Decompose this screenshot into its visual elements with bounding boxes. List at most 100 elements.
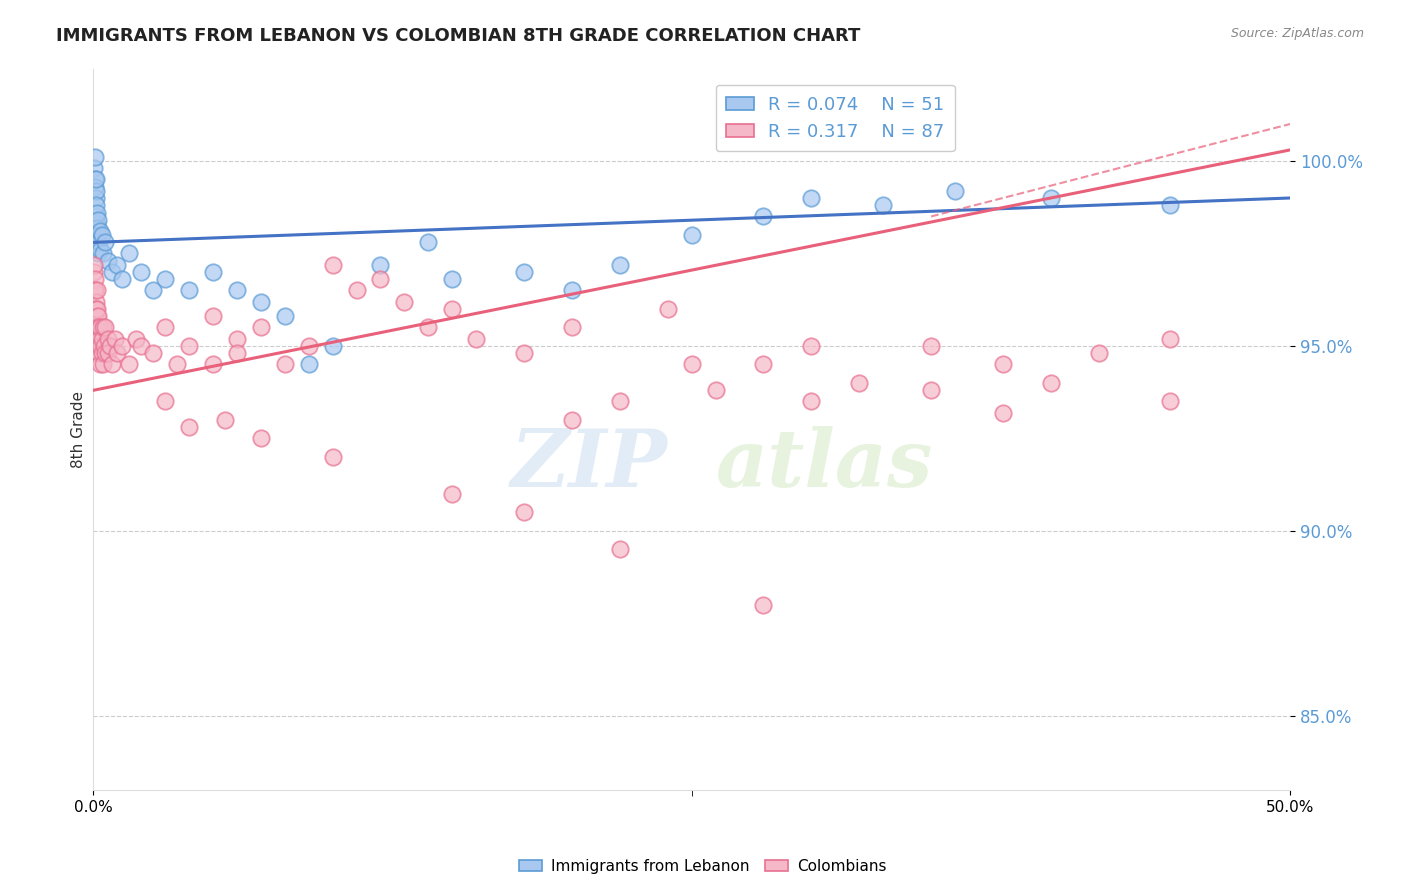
Point <box>225 284 247 298</box>
Point <box>87 310 110 324</box>
Point <box>86 310 108 324</box>
Point <box>83 301 105 316</box>
Point <box>142 346 165 360</box>
Point <box>418 235 440 250</box>
Point <box>920 384 942 398</box>
Point <box>201 310 224 324</box>
Text: ZIP: ZIP <box>510 426 668 504</box>
Point <box>87 227 110 242</box>
Point <box>84 180 107 194</box>
Point <box>441 487 464 501</box>
Point <box>370 272 392 286</box>
Point <box>83 172 105 186</box>
Point <box>90 227 112 242</box>
Point <box>800 191 823 205</box>
Point <box>177 420 200 434</box>
Point <box>83 272 105 286</box>
Point <box>513 346 536 360</box>
Point <box>118 358 141 372</box>
Point <box>89 243 111 257</box>
Point <box>83 161 105 176</box>
Point <box>153 394 176 409</box>
Point <box>86 220 108 235</box>
Point <box>561 320 583 334</box>
Point <box>89 332 111 346</box>
Point <box>86 320 108 334</box>
Point <box>87 213 110 227</box>
Point <box>93 339 115 353</box>
Point <box>91 246 114 260</box>
Point <box>249 432 271 446</box>
Point <box>943 184 966 198</box>
Point <box>991 405 1014 419</box>
Point <box>704 384 727 398</box>
Point <box>1039 191 1062 205</box>
Point <box>1159 332 1181 346</box>
Point <box>441 272 464 286</box>
Point <box>142 284 165 298</box>
Point <box>1087 346 1109 360</box>
Point <box>177 339 200 353</box>
Point <box>89 224 111 238</box>
Point <box>800 394 823 409</box>
Y-axis label: 8th Grade: 8th Grade <box>72 391 86 467</box>
Point <box>273 358 295 372</box>
Point <box>84 284 107 298</box>
Point <box>214 413 236 427</box>
Point <box>418 320 440 334</box>
Point <box>84 301 107 316</box>
Point <box>94 320 117 334</box>
Point <box>441 301 464 316</box>
Point <box>201 358 224 372</box>
Point <box>177 284 200 298</box>
Point <box>84 210 107 224</box>
Point <box>83 284 105 298</box>
Point <box>90 346 112 360</box>
Point <box>681 227 703 242</box>
Point <box>86 232 108 246</box>
Point <box>84 184 107 198</box>
Point <box>89 339 111 353</box>
Point <box>96 332 118 346</box>
Point <box>84 198 107 212</box>
Text: Source: ZipAtlas.com: Source: ZipAtlas.com <box>1230 27 1364 40</box>
Point <box>91 320 114 334</box>
Point <box>118 246 141 260</box>
Point <box>104 332 127 346</box>
Point <box>84 150 107 164</box>
Point <box>465 332 488 346</box>
Point <box>752 210 775 224</box>
Point <box>105 258 128 272</box>
Point <box>87 246 110 260</box>
Point <box>153 320 176 334</box>
Point <box>83 265 105 279</box>
Point <box>94 235 117 250</box>
Point <box>752 358 775 372</box>
Point <box>89 235 111 250</box>
Point <box>96 253 118 268</box>
Point <box>394 294 416 309</box>
Point <box>84 172 107 186</box>
Point <box>129 339 152 353</box>
Point <box>225 346 247 360</box>
Point <box>872 198 894 212</box>
Point <box>561 413 583 427</box>
Point <box>609 542 631 557</box>
Point <box>657 301 679 316</box>
Point <box>84 332 107 346</box>
Point <box>86 301 108 316</box>
Point <box>91 358 114 372</box>
Point <box>89 346 111 360</box>
Point <box>84 310 107 324</box>
Point <box>101 265 124 279</box>
Point <box>153 272 176 286</box>
Point <box>346 284 368 298</box>
Point <box>90 332 112 346</box>
Point <box>225 332 247 346</box>
Point <box>561 284 583 298</box>
Point <box>752 598 775 612</box>
Legend: R = 0.074    N = 51, R = 0.317    N = 87: R = 0.074 N = 51, R = 0.317 N = 87 <box>716 85 955 152</box>
Point <box>89 320 111 334</box>
Point <box>86 284 108 298</box>
Point <box>920 339 942 353</box>
